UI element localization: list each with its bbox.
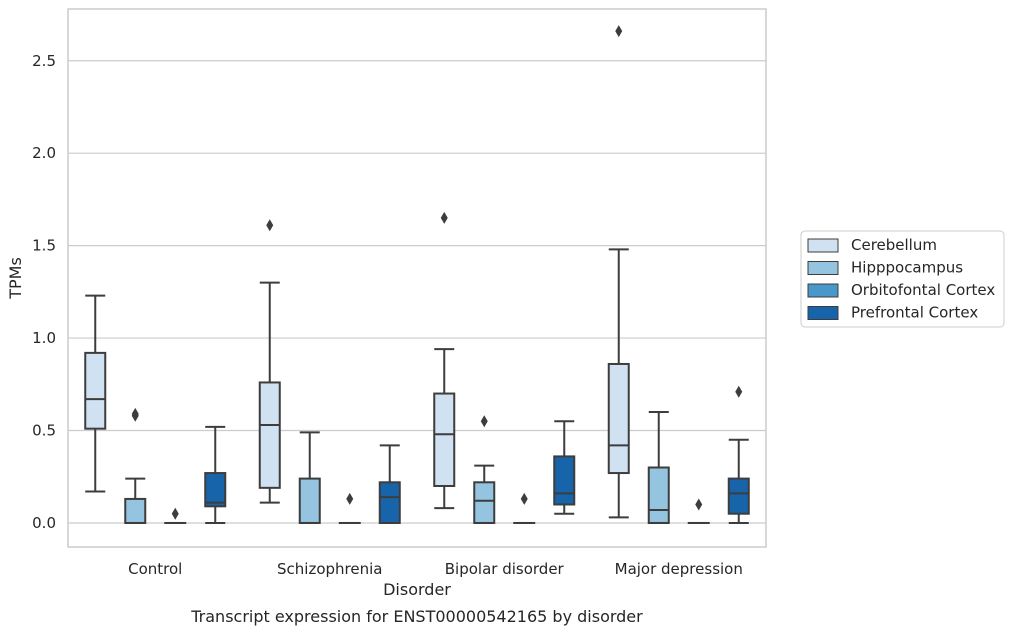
box (298, 431, 321, 524)
chart-caption: Transcript expression for ENST0000054216… (190, 607, 643, 626)
y-tick-label: 0.0 (32, 514, 56, 532)
outlier-point (520, 492, 528, 505)
y-tick-label: 1.0 (32, 329, 56, 347)
legend-item: Cerebellum (807, 236, 937, 254)
x-tick-label: Schizophrenia (277, 560, 382, 578)
box (607, 25, 630, 519)
box (473, 415, 496, 524)
series-orbitofontal-cortex (164, 492, 710, 524)
outlier-point (735, 385, 743, 398)
box (513, 492, 536, 524)
box (433, 211, 456, 510)
outlier-point (171, 507, 179, 520)
box-body (607, 362, 630, 475)
x-axis-ticks: Control Schizophrenia Bipolar disorder Majo… (128, 560, 743, 578)
box-body (84, 351, 107, 430)
y-tick-label: 2.5 (32, 52, 56, 70)
box (84, 294, 107, 493)
x-tick-label: Major depression (615, 560, 743, 578)
series-prefrontal-cortex (204, 385, 750, 524)
legend-swatch (807, 306, 839, 320)
series-cerebellum (84, 25, 630, 519)
y-tick-label: 2.0 (32, 144, 56, 162)
outlier-point (131, 407, 139, 420)
outlier-point (266, 219, 274, 232)
box (258, 219, 281, 504)
box-body (433, 392, 456, 487)
y-tick-label: 0.5 (32, 422, 56, 440)
y-axis-ticks: 0.0 0.5 1.0 1.5 2.0 2.5 (32, 52, 56, 532)
box (727, 385, 750, 524)
box-body (727, 477, 750, 515)
plot-area-frame (67, 8, 767, 548)
box-body (473, 481, 496, 524)
outlier-point (615, 25, 623, 38)
box-body (124, 497, 147, 524)
x-tick-label: Control (128, 560, 182, 578)
legend-swatch (807, 238, 839, 253)
x-tick-label: Bipolar disorder (445, 560, 565, 578)
legend: Cerebellum Hipppocampus Orbitofontal Corte… (800, 230, 1005, 328)
legend-label: Orbitofontal Cortex (851, 281, 995, 299)
box (647, 411, 670, 524)
box (124, 407, 147, 524)
outlier-point (695, 498, 703, 511)
x-axis-label: Disorder (383, 580, 451, 599)
box (204, 425, 227, 524)
box (687, 498, 710, 524)
legend-label: Cerebellum (851, 236, 937, 254)
box-body (204, 472, 227, 508)
legend-item: Orbitofontal Cortex (807, 281, 995, 299)
box (378, 444, 401, 524)
legend-item: Prefrontal Cortex (807, 304, 978, 322)
box-body (258, 381, 281, 489)
box-body (647, 466, 670, 524)
legend-swatch (807, 283, 839, 298)
outlier-point (480, 415, 488, 428)
y-tick-label: 1.5 (32, 237, 56, 255)
box (164, 507, 187, 524)
outlier-point (440, 211, 448, 224)
series-hipppocampus (124, 407, 670, 524)
box (553, 420, 576, 515)
box-body (298, 477, 321, 524)
legend-label: Prefrontal Cortex (851, 304, 978, 322)
legend-swatch (807, 261, 839, 275)
box (338, 492, 361, 524)
y-axis-label: TPMs (6, 257, 25, 300)
box-body (553, 455, 576, 506)
legend-item: Hipppocampus (807, 259, 963, 277)
box-series (84, 25, 750, 524)
box-body (378, 481, 401, 524)
outlier-point (346, 492, 354, 505)
legend-frame (800, 230, 1005, 328)
gridlines (68, 60, 766, 524)
legend-label: Hipppocampus (851, 259, 963, 277)
